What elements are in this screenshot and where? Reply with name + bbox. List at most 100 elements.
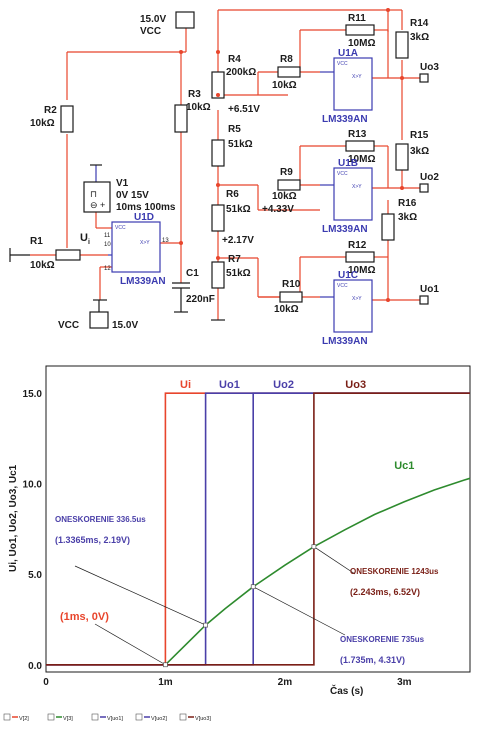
output-terminals xyxy=(419,73,429,305)
series-uo3-label: Uo3 xyxy=(345,379,366,391)
resistor-bodies xyxy=(55,24,409,303)
plot-series: Ui Uo1 Uo2 Uo3 Uc1 xyxy=(46,379,471,666)
legend-checkbox xyxy=(3,713,11,721)
svg-text:VCC: VCC xyxy=(337,171,348,177)
source-v1-box xyxy=(83,181,111,213)
r4-name: R4 xyxy=(228,54,241,65)
y-tick-label: 10.0 xyxy=(23,480,43,491)
output-uo3-label: Uo3 xyxy=(420,62,439,73)
r4-value: 200kΩ xyxy=(226,67,256,78)
ground-symbols xyxy=(9,164,225,321)
annotation-coords: (2.243ms, 6.52V) xyxy=(350,587,420,597)
vcc-boxes xyxy=(89,11,195,329)
r13-value: 10MΩ xyxy=(348,154,375,165)
r3-name: R3 xyxy=(188,89,201,100)
x-tick-label: 2m xyxy=(278,677,293,688)
junction-dots xyxy=(179,8,404,302)
legend-entry-label: V[uo3] xyxy=(195,716,211,722)
svg-text:X>Y: X>Y xyxy=(352,74,362,80)
r2-value: 10kΩ xyxy=(30,118,55,129)
u1b-part: LM339AN xyxy=(322,224,368,235)
node-voltage-1: +6.51V xyxy=(228,104,260,115)
c1-value: 220nF xyxy=(186,294,215,305)
r5-value: 51kΩ xyxy=(228,139,253,150)
annotation-leader xyxy=(313,546,356,575)
r11-name: R11 xyxy=(348,13,366,24)
annotation-leader xyxy=(253,586,346,636)
legend-checkbox xyxy=(91,713,99,721)
r7-value: 51kΩ xyxy=(226,268,251,279)
plot-annotations: ONESKORENIE 336.5us (1.3365ms, 2.19V) ONES… xyxy=(55,515,439,668)
svg-text:VCC: VCC xyxy=(337,283,348,289)
annotation-coords: (1.3365ms, 2.19V) xyxy=(55,535,130,545)
u1a-name: U1A xyxy=(338,48,358,59)
annotation-coords: (1.735m, 4.31V) xyxy=(340,655,405,665)
r10-name: R10 xyxy=(282,279,301,290)
x-tick-label: 1m xyxy=(158,677,173,688)
input-label: Ui xyxy=(80,232,90,246)
legend-checkbox xyxy=(135,713,143,721)
legend-entry-label: V[3] xyxy=(63,716,73,722)
pin-11: 11 xyxy=(104,233,111,239)
plot-legend: V[2] V[3] V[uo1] V[uo2] V[uo3] xyxy=(3,713,211,722)
pin-10: 10 xyxy=(104,242,111,248)
r15-value: 3kΩ xyxy=(410,146,429,157)
simulation-graph: 0 1m 2m 3m 0.0 5.0 10.0 15.0 Ui Uo1 Uo2 Uo3 Uc1 ONE… xyxy=(3,365,471,722)
annotation-title: ONESKORENIE 735us xyxy=(340,635,425,644)
svg-text:X>Y: X>Y xyxy=(352,296,362,302)
vcc-top-voltage: 15.0V xyxy=(140,14,166,25)
r16-name: R16 xyxy=(398,198,417,209)
annotation-marker xyxy=(250,584,256,590)
u1d-part: LM339AN xyxy=(120,276,166,287)
svg-text:X>Y: X>Y xyxy=(140,240,150,246)
r1-name: R1 xyxy=(30,236,43,247)
output-uo2-label: Uo2 xyxy=(420,172,439,183)
svg-text:VCC: VCC xyxy=(337,61,348,67)
vcc-bottom-label: VCC xyxy=(58,320,79,331)
r8-name: R8 xyxy=(280,54,293,65)
svg-text:X>Y: X>Y xyxy=(352,184,362,190)
r12-value: 10MΩ xyxy=(348,265,375,276)
comparator-boxes xyxy=(111,57,373,333)
capacitor-c1 xyxy=(172,282,190,313)
output-uo1-label: Uo1 xyxy=(420,284,439,295)
signal-wires xyxy=(95,71,334,298)
u1a-part: LM339AN xyxy=(322,114,368,125)
r15-name: R15 xyxy=(410,130,429,141)
r5-name: R5 xyxy=(228,124,241,135)
series-uc1-label: Uc1 xyxy=(394,460,414,472)
source-params: 0V 15V xyxy=(116,190,149,201)
r10-value: 10kΩ xyxy=(274,304,299,315)
x-tick-label: 0 xyxy=(43,677,49,688)
plot-axes: 0 1m 2m 3m 0.0 5.0 10.0 15.0 xyxy=(23,365,471,688)
u1c-part: LM339AN xyxy=(322,336,368,347)
annotation-coords: (1ms, 0V) xyxy=(60,611,109,623)
series-uo3-line xyxy=(46,392,470,666)
pin-13: 13 xyxy=(162,238,169,244)
u1d-name: U1D xyxy=(134,212,154,223)
series-uo1-label: Uo1 xyxy=(219,379,240,391)
pulse-symbol-icon: ⊓ xyxy=(90,189,97,199)
r9-name: R9 xyxy=(280,167,293,178)
r2-name: R2 xyxy=(44,105,57,116)
legend-checkbox xyxy=(47,713,55,721)
source-polarity-icon: ⊖ + xyxy=(90,200,105,210)
r6-value: 51kΩ xyxy=(226,204,251,215)
y-tick-label: 0.0 xyxy=(28,661,42,672)
r3-value: 10kΩ xyxy=(186,102,211,113)
r13-name: R13 xyxy=(348,129,367,140)
vcc-bottom-voltage: 15.0V xyxy=(112,320,138,331)
legend-entry-label: V[uo1] xyxy=(107,716,123,722)
pin-12: 12 xyxy=(104,266,111,272)
legend-entry-label: V[2] xyxy=(19,716,29,722)
y-axis-label: Ui, Uo1, Uo2, Uo3, Uc1 xyxy=(8,464,19,572)
annotation-leader xyxy=(74,565,206,626)
source-name: V1 xyxy=(116,178,129,189)
y-tick-label: 5.0 xyxy=(28,570,42,581)
node-voltage-3: +2.17V xyxy=(222,235,254,246)
u1b-name: U1B xyxy=(338,158,358,169)
annotation-marker xyxy=(203,622,208,628)
series-ui-label: Ui xyxy=(180,379,191,391)
c1-name: C1 xyxy=(186,268,199,279)
